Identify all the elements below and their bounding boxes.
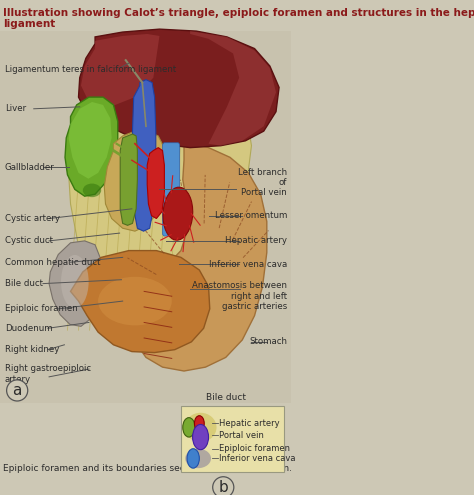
FancyBboxPatch shape <box>163 143 180 236</box>
Polygon shape <box>190 31 276 146</box>
Text: Liver: Liver <box>5 104 26 113</box>
Text: Gallbladder: Gallbladder <box>5 162 55 172</box>
Polygon shape <box>49 241 102 326</box>
Polygon shape <box>81 34 159 107</box>
Polygon shape <box>120 134 137 225</box>
Circle shape <box>192 424 209 449</box>
Text: Bile duct: Bile duct <box>5 279 43 288</box>
Text: Cystic artery: Cystic artery <box>5 214 60 223</box>
Text: Duodenum: Duodenum <box>5 324 53 333</box>
Circle shape <box>194 416 204 431</box>
Ellipse shape <box>98 277 172 325</box>
Text: Epiploic foramen and its boundaries seen in transverse section.: Epiploic foramen and its boundaries seen… <box>3 464 292 473</box>
Text: Right gastroepiploic
artery: Right gastroepiploic artery <box>5 364 91 384</box>
Ellipse shape <box>185 449 211 468</box>
Text: Left branch
of
Portal vein: Left branch of Portal vein <box>238 168 287 198</box>
Text: Inferior vena cava: Inferior vena cava <box>219 454 295 463</box>
Polygon shape <box>71 250 210 352</box>
Ellipse shape <box>184 413 217 442</box>
Text: ligament: ligament <box>3 19 55 29</box>
Text: Portal vein: Portal vein <box>219 431 264 440</box>
Text: Stomach: Stomach <box>249 338 287 346</box>
Polygon shape <box>132 80 156 231</box>
Text: Ligamentum teres in falciform ligament: Ligamentum teres in falciform ligament <box>5 65 176 74</box>
Text: Common hepatic duct: Common hepatic duct <box>5 258 100 267</box>
Ellipse shape <box>61 255 89 308</box>
Polygon shape <box>67 58 252 340</box>
Text: Lesser omentum: Lesser omentum <box>215 211 287 220</box>
Text: Hepatic artery: Hepatic artery <box>225 237 287 246</box>
FancyBboxPatch shape <box>181 406 284 472</box>
Ellipse shape <box>163 187 193 240</box>
Text: Illustration showing Calot’s triangle, epiploic foramen and structures in the he: Illustration showing Calot’s triangle, e… <box>3 8 474 18</box>
Circle shape <box>187 449 200 468</box>
Text: Epiploic foramen: Epiploic foramen <box>5 304 78 313</box>
Ellipse shape <box>83 184 101 197</box>
Text: Right kidney: Right kidney <box>5 345 59 354</box>
Text: a: a <box>12 383 22 398</box>
Bar <box>0 31 291 403</box>
Text: Epiploic foramen: Epiploic foramen <box>219 444 290 453</box>
Polygon shape <box>147 148 164 218</box>
Polygon shape <box>79 29 279 148</box>
Circle shape <box>183 418 195 437</box>
Text: b: b <box>219 480 228 495</box>
Polygon shape <box>132 141 267 371</box>
Text: Anastomosis between
right and left
gastric arteries: Anastomosis between right and left gastr… <box>192 281 287 311</box>
Text: Bile duct: Bile duct <box>206 393 246 402</box>
Text: Inferior vena cava: Inferior vena cava <box>209 260 287 269</box>
Text: Cystic duct: Cystic duct <box>5 237 53 246</box>
Polygon shape <box>65 97 118 196</box>
Polygon shape <box>69 102 112 179</box>
Polygon shape <box>104 131 167 231</box>
Text: Hepatic artery: Hepatic artery <box>219 419 280 428</box>
